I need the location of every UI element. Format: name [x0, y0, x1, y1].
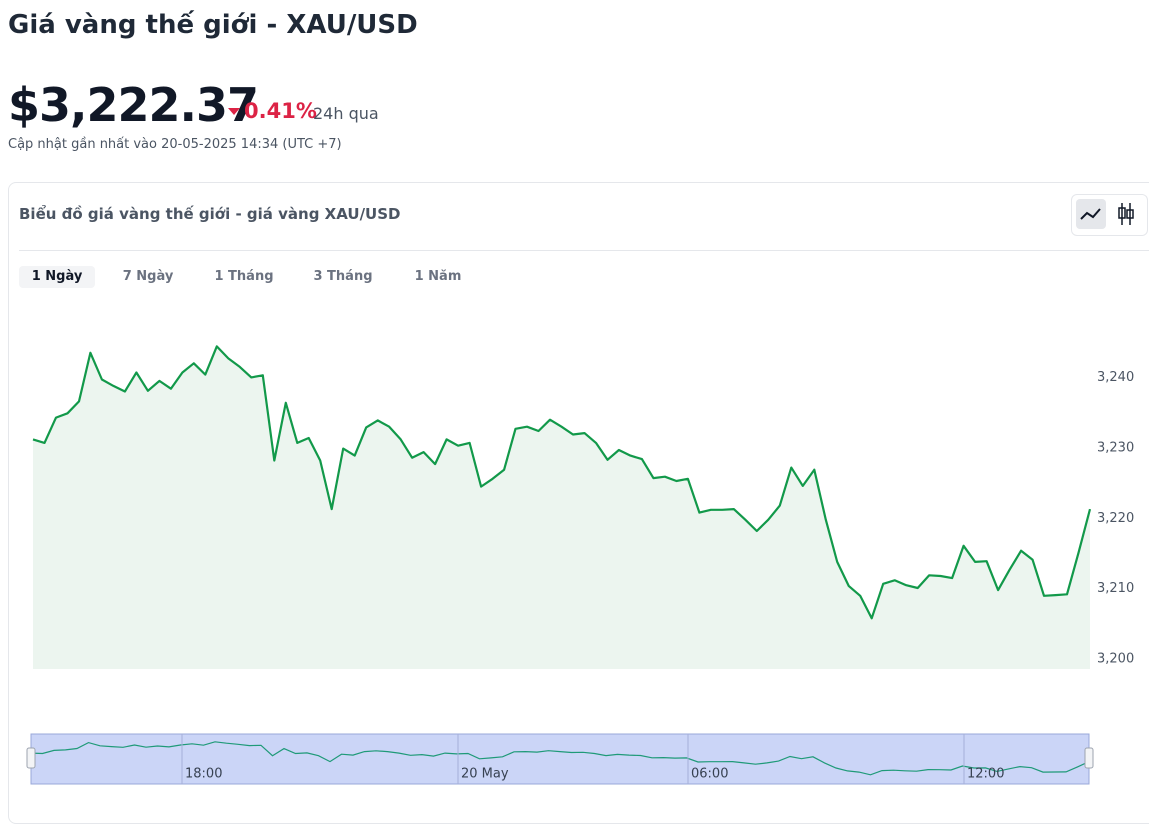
chart-type-switch: [1071, 194, 1148, 236]
line-icon: [1080, 208, 1101, 220]
y-tick-label: 3,220: [1097, 511, 1134, 526]
line-chart-button[interactable]: [1076, 199, 1106, 229]
chart-title: Biểu đồ giá vàng thế giới - giá vàng XAU…: [19, 205, 401, 223]
line: [32, 345, 1092, 620]
change-period: 24h qua: [313, 104, 379, 123]
navigator-label: 20 May: [461, 767, 509, 782]
separator: [19, 250, 1149, 251]
y-tick-label: 3,240: [1097, 370, 1134, 385]
change: 0.41%: [244, 99, 317, 123]
tab[interactable]: 1 Ngày: [19, 266, 95, 288]
tab[interactable]: 1 Năm: [414, 269, 462, 284]
down-arrow: [228, 108, 240, 115]
candle-icon: [1118, 203, 1134, 225]
tab[interactable]: 3 Tháng: [313, 269, 373, 284]
page: {"header": {"title": "Giá vàng thế giới …: [8, 10, 1149, 824]
navigator-handle[interactable]: [1084, 747, 1094, 769]
y-tick-label: 3,200: [1097, 652, 1134, 667]
navigator-label: 06:00: [691, 767, 728, 782]
updated-time: Cập nhật gần nhất vào 20-05-2025 14:34 (…: [8, 137, 342, 152]
navigator-line: [30, 741, 1090, 776]
area: [33, 346, 1090, 669]
y-tick-label: 3,230: [1097, 440, 1134, 455]
navigator-handle[interactable]: [26, 747, 36, 769]
navigator-label: 18:00: [185, 767, 222, 782]
y-tick-label: 3,210: [1097, 581, 1134, 596]
price: $3,222.37: [8, 78, 259, 132]
page-title: Giá vàng thế giới - XAU/USD: [8, 10, 418, 40]
tab[interactable]: 1 Tháng: [214, 269, 274, 284]
navigator-label: 12:00: [967, 767, 1004, 782]
tab[interactable]: 7 Ngày: [122, 269, 174, 284]
chart: 3,200 3,210 3,220 3,230 3,240 18:00 20 May 06:0…: [26, 203, 1134, 785]
